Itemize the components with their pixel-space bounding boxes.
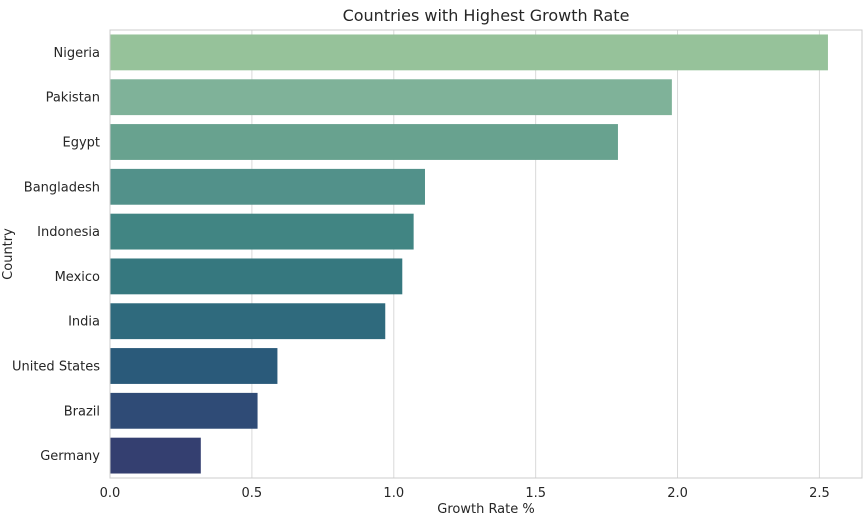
x-tick-label: 1.0 xyxy=(383,486,404,501)
y-tick-label: Bangladesh xyxy=(24,180,100,195)
bar-bangladesh xyxy=(110,168,425,205)
x-tick-label: 2.5 xyxy=(809,486,830,501)
y-tick-labels: Nigeria Pakistan Egypt Bangladesh Indonesia M… xyxy=(12,46,100,464)
plot-frame xyxy=(109,29,863,479)
bar-mexico xyxy=(110,258,403,295)
x-tick-label: 1.5 xyxy=(525,486,546,501)
bar-united-states xyxy=(110,348,278,384)
bars xyxy=(110,34,828,474)
y-tick-label: Egypt xyxy=(62,136,100,151)
x-tick-label: 0.5 xyxy=(242,486,263,501)
bar-germany xyxy=(110,437,201,474)
y-tick-label: Indonesia xyxy=(37,225,100,240)
chart-title: Countries with Highest Growth Rate xyxy=(343,6,630,25)
bar-indonesia xyxy=(110,213,414,250)
x-tick-labels: 0.0 0.5 1.0 1.5 2.0 2.5 xyxy=(100,486,830,501)
bar-egypt xyxy=(110,124,618,160)
y-tick-label: Mexico xyxy=(55,270,100,285)
y-tick-label: India xyxy=(68,315,100,330)
bar-nigeria xyxy=(110,34,828,71)
bar-india xyxy=(110,303,386,340)
y-tick-label: Germany xyxy=(40,449,100,464)
x-tick-label: 2.0 xyxy=(667,486,688,501)
y-axis-label: Country xyxy=(1,228,16,280)
y-tick-label: Brazil xyxy=(64,404,100,419)
y-tick-label: United States xyxy=(12,360,100,375)
bar-pakistan xyxy=(110,79,672,116)
bar-brazil xyxy=(110,392,258,429)
x-tick-label: 0.0 xyxy=(100,486,121,501)
y-tick-label: Nigeria xyxy=(53,46,100,61)
x-axis-label: Growth Rate % xyxy=(437,502,534,517)
y-tick-label: Pakistan xyxy=(46,91,100,106)
